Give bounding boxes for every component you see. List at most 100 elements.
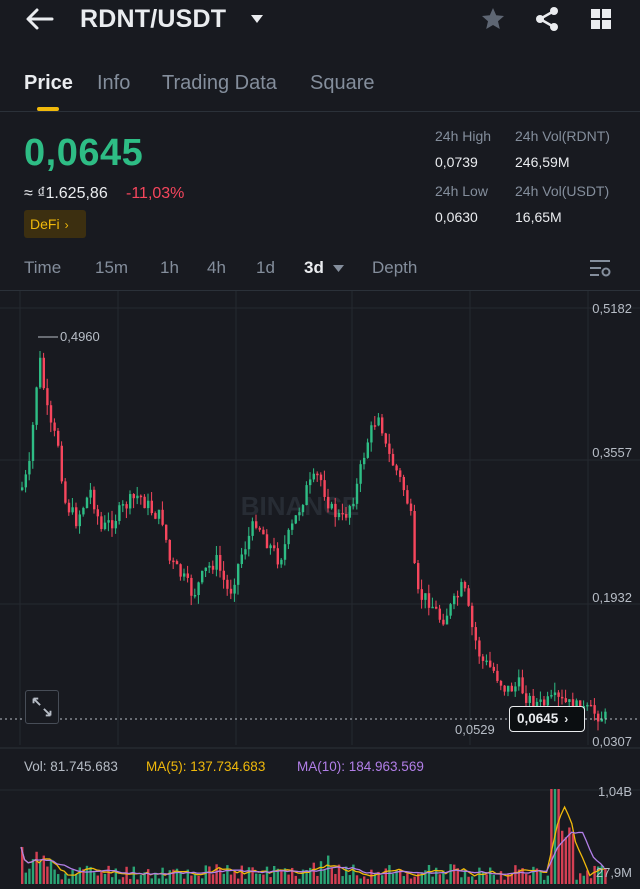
fiat-price: ≈ ₫1.625,86: [24, 185, 108, 202]
volume-bar: [449, 864, 452, 884]
candle-body: [359, 464, 362, 484]
candle-body: [147, 500, 150, 509]
volume-bar: [57, 874, 60, 884]
star-icon[interactable]: [480, 6, 506, 32]
volume-bar: [283, 868, 287, 884]
candle-body: [514, 686, 517, 692]
candle-body: [535, 701, 539, 709]
volume-bar: [129, 878, 132, 884]
volume-bar: [125, 866, 128, 884]
candle-body: [593, 705, 596, 714]
volume-bar: [467, 876, 470, 884]
candle-body: [139, 495, 143, 498]
back-arrow-icon[interactable]: [22, 4, 56, 34]
volume-bar: [208, 866, 211, 884]
volume-bar: [103, 873, 107, 884]
current-price-tag[interactable]: 0,0645 ›: [509, 706, 585, 732]
candle-body: [521, 677, 524, 694]
candle-body: [67, 502, 71, 513]
timeframe-1h[interactable]: 1h: [160, 258, 179, 277]
volume-bar: [85, 865, 89, 884]
candle-body: [510, 685, 513, 692]
tab-info[interactable]: Info: [97, 72, 131, 94]
volume-bar: [273, 866, 276, 884]
candle-body: [24, 474, 27, 488]
candle-body: [363, 457, 366, 465]
timeframe-15m[interactable]: 15m: [95, 258, 129, 277]
volume-bar: [399, 869, 402, 884]
chart-grid: [0, 291, 640, 791]
stat-high-label: 24h High: [435, 128, 492, 144]
candle-body: [132, 494, 135, 499]
candle-body: [431, 606, 434, 609]
volume-bar: [442, 870, 445, 884]
candle-body: [229, 588, 233, 594]
candle-body: [478, 640, 481, 657]
grid-menu-icon[interactable]: [590, 8, 612, 30]
candle-body: [301, 505, 305, 513]
volume-bar: [201, 878, 204, 884]
candle-body: [355, 483, 359, 504]
timeframe-time[interactable]: Time: [24, 258, 62, 277]
chart-settings-icon[interactable]: [588, 256, 612, 280]
volume-bar: [413, 876, 416, 884]
tab-square[interactable]: Square: [310, 72, 375, 94]
volume-bar: [237, 878, 240, 884]
volume-bar: [532, 866, 535, 884]
candle-body: [269, 545, 272, 549]
volume-bar: [215, 864, 218, 884]
volume-bar: [157, 878, 161, 884]
volume-bar: [64, 873, 67, 884]
candle-body: [276, 548, 279, 565]
share-icon[interactable]: [534, 6, 560, 32]
dropdown-caret-icon[interactable]: [250, 14, 264, 24]
candle-body: [337, 512, 341, 518]
ma10-indicator: MA(10): 184.963.569: [297, 759, 424, 774]
timeframe-3d[interactable]: 3d: [304, 258, 324, 277]
candle-body: [201, 571, 204, 583]
active-tab-indicator: [37, 107, 59, 111]
volume-bar: [294, 875, 297, 884]
volume-bar: [395, 870, 398, 884]
candle-body: [255, 521, 258, 528]
candle-body: [143, 496, 146, 509]
volume-bar: [510, 873, 513, 884]
candle-body: [280, 559, 283, 565]
volume-bar: [352, 864, 355, 884]
expand-icon[interactable]: [25, 690, 59, 724]
volume-bar: [269, 877, 272, 884]
volume-bar: [100, 871, 103, 884]
candle-body: [485, 660, 488, 663]
volume-bar: [53, 869, 56, 884]
timeframe-4h[interactable]: 4h: [207, 258, 226, 277]
candle-body: [107, 520, 110, 523]
volume-indicator: Vol: 81.745.683: [24, 759, 118, 774]
volume-bar: [323, 869, 326, 884]
volume-bar: [143, 872, 146, 884]
timeframe-depth[interactable]: Depth: [372, 258, 418, 277]
volume-bar: [481, 871, 485, 884]
volume-bar: [525, 873, 528, 884]
volume-bar: [345, 866, 348, 884]
candle-body: [424, 593, 427, 600]
volume-bar: [319, 861, 323, 884]
candle-body: [64, 481, 67, 503]
timeframe-1d[interactable]: 1d: [256, 258, 275, 277]
tab-price[interactable]: Price: [24, 72, 73, 94]
volume-bar: [514, 865, 517, 884]
candle-body: [323, 480, 326, 497]
volume-bar: [35, 851, 38, 884]
pair-title[interactable]: RDNT/USDT: [80, 5, 227, 33]
ma5-indicator: MA(5): 137.734.683: [146, 759, 266, 774]
volume-bar: [474, 879, 477, 884]
volume-bar: [165, 878, 168, 884]
timeframe-caret-icon[interactable]: [332, 264, 345, 273]
candle-body: [539, 699, 542, 702]
category-tag[interactable]: DeFi ›: [24, 210, 86, 238]
candle-body: [247, 535, 251, 550]
candle-body: [391, 453, 395, 466]
candlestick-chart[interactable]: BINANCE 0,4960 0,5182 0,3557 0,1932 0,03…: [0, 291, 640, 889]
stat-vol-base-label: 24h Vol(RDNT): [515, 128, 610, 144]
tab-trading-data[interactable]: Trading Data: [162, 72, 277, 94]
candle-body: [287, 529, 290, 545]
